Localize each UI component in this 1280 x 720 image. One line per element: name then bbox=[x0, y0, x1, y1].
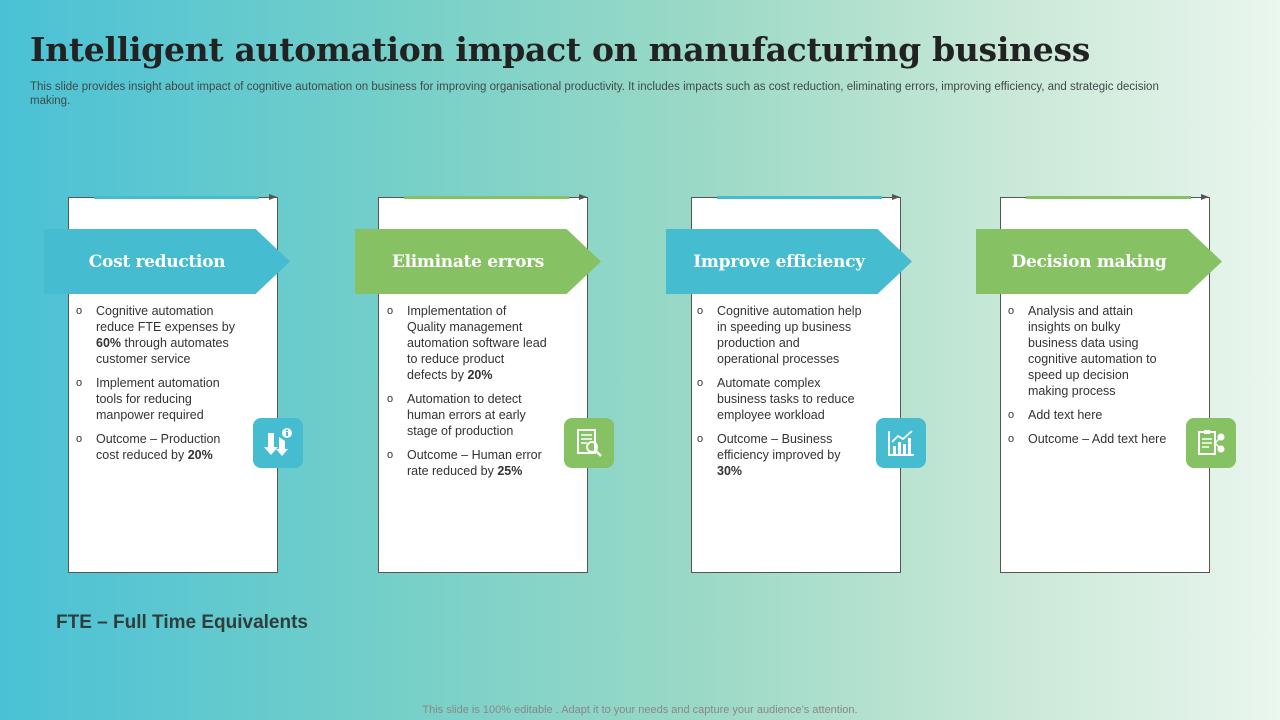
list-item: Add text here bbox=[1008, 407, 1168, 423]
list-item: Automation to detect human errors at ear… bbox=[387, 391, 547, 439]
list-item: Cognitive automation reduce FTE expenses… bbox=[76, 303, 236, 367]
banner-eliminate-errors: Eliminate errors bbox=[355, 229, 601, 294]
points-list: Analysis and attain insights on bulky bu… bbox=[1008, 303, 1168, 455]
points-list: Implementation of Quality management aut… bbox=[387, 303, 547, 487]
points-list: Cognitive automation reduce FTE expenses… bbox=[76, 303, 236, 471]
card-corner-arrow bbox=[1201, 194, 1209, 200]
list-item: Outcome – Production cost reduced by 20% bbox=[76, 431, 236, 463]
card-top-accent bbox=[404, 196, 569, 199]
banner-label: Cost reduction bbox=[88, 251, 226, 272]
card-corner-arrow bbox=[579, 194, 587, 200]
list-item: Analysis and attain insights on bulky bu… bbox=[1008, 303, 1168, 399]
banner-improve-efficiency: Improve efficiency bbox=[666, 229, 912, 294]
fte-note: FTE – Full Time Equivalents bbox=[56, 612, 308, 633]
card-top-accent bbox=[94, 196, 259, 199]
list-item: Implement automation tools for reducing … bbox=[76, 375, 236, 423]
list-item: Outcome – Business efficiency improved b… bbox=[697, 431, 865, 479]
clipboard-share-icon bbox=[1186, 418, 1236, 468]
banner-label: Eliminate errors bbox=[391, 251, 545, 272]
banner-cost-reduction: Cost reduction bbox=[44, 229, 290, 294]
page-subtitle: This slide provides insight about impact… bbox=[30, 81, 1159, 107]
list-item: Implementation of Quality management aut… bbox=[387, 303, 547, 383]
points-list: Cognitive automation help in speeding up… bbox=[697, 303, 865, 487]
card-corner-arrow bbox=[269, 194, 277, 200]
list-item: Cognitive automation help in speeding up… bbox=[697, 303, 865, 367]
card-top-accent bbox=[717, 196, 882, 199]
list-item: Automate complex business tasks to reduc… bbox=[697, 375, 865, 423]
banner-label: Decision making bbox=[1011, 251, 1167, 272]
banner-label: Improve efficiency bbox=[693, 251, 865, 272]
card-corner-arrow bbox=[892, 194, 900, 200]
card-top-accent bbox=[1026, 196, 1191, 199]
arrows-down-info-icon bbox=[253, 418, 303, 468]
page-title: Intelligent automation impact on manufac… bbox=[30, 30, 1090, 69]
banner-decision-making: Decision making bbox=[976, 229, 1222, 294]
growth-chart-icon bbox=[876, 418, 926, 468]
footer-note: This slide is 100% editable . Adapt it t… bbox=[422, 704, 858, 716]
document-magnifier-icon bbox=[564, 418, 614, 468]
list-item: Outcome – Human error rate reduced by 25… bbox=[387, 447, 547, 479]
list-item: Outcome – Add text here bbox=[1008, 431, 1168, 447]
